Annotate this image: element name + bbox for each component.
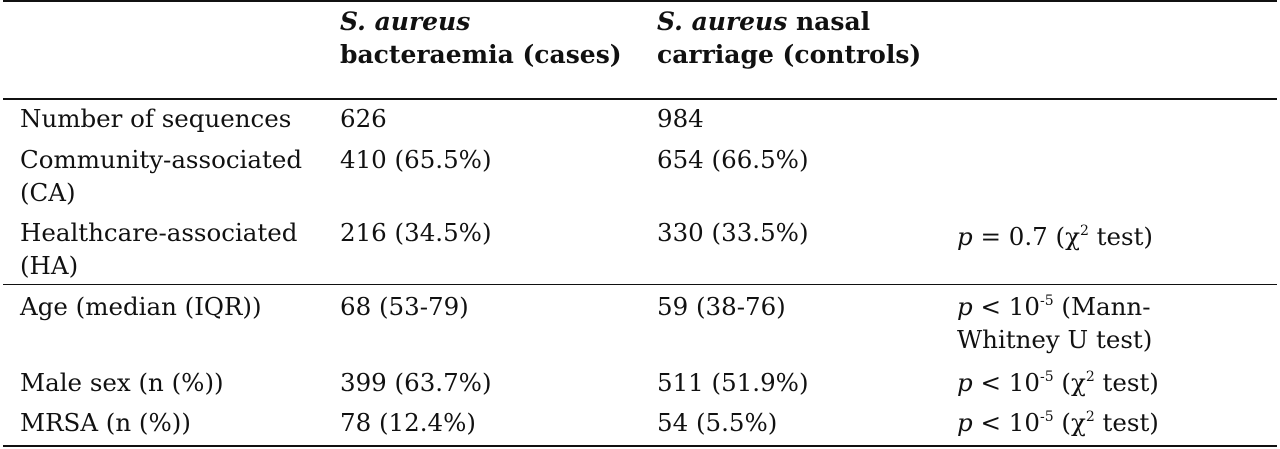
header-cases: S. aureus bacteraemia (cases) bbox=[340, 5, 622, 71]
controls-value: 59 (38-76) bbox=[657, 292, 786, 321]
cases-value: 216 (34.5%) bbox=[340, 218, 492, 247]
controls-value: 654 (66.5%) bbox=[657, 145, 809, 174]
row-label: Community-associated (CA) bbox=[20, 143, 302, 209]
row-label: Age (median (IQR)) bbox=[20, 292, 262, 321]
row-label-line2: (HA) bbox=[20, 251, 79, 280]
cases-value: 626 bbox=[340, 104, 387, 133]
controls-value: 54 (5.5%) bbox=[657, 408, 778, 437]
header-controls: S. aureus nasal carriage (controls) bbox=[657, 5, 921, 71]
controls-value: 984 bbox=[657, 104, 704, 133]
header-controls-organism: S. aureus bbox=[657, 7, 788, 36]
stat-test: p = 0.7 (χ2 test) bbox=[957, 222, 1153, 251]
stat-test-line2: Whitney U test) bbox=[957, 325, 1153, 354]
row-label-line1: Healthcare-associated bbox=[20, 218, 298, 247]
table-section-rule bbox=[3, 284, 1277, 285]
stat-test: p < 10-5 (χ2 test) bbox=[957, 368, 1159, 397]
stat-test: p < 10-5 (Mann- Whitney U test) bbox=[957, 292, 1153, 354]
cases-value: 399 (63.7%) bbox=[340, 368, 492, 397]
row-label: MRSA (n (%)) bbox=[20, 408, 191, 437]
row-label: Male sex (n (%)) bbox=[20, 368, 224, 397]
header-cases-organism: S. aureus bbox=[340, 7, 471, 36]
controls-value: 330 (33.5%) bbox=[657, 218, 809, 247]
row-label-line2: (CA) bbox=[20, 178, 76, 207]
cases-value: 78 (12.4%) bbox=[340, 408, 476, 437]
row-label: Number of sequences bbox=[20, 104, 292, 133]
stat-test: p < 10-5 (χ2 test) bbox=[957, 408, 1159, 437]
header-controls-label: nasal bbox=[796, 7, 871, 36]
table-top-rule bbox=[3, 0, 1277, 2]
row-label-line1: Community-associated bbox=[20, 145, 303, 174]
cases-value: 68 (53-79) bbox=[340, 292, 469, 321]
table-header-rule bbox=[3, 98, 1277, 100]
header-cases-label: bacteraemia (cases) bbox=[340, 40, 622, 69]
table-bottom-rule bbox=[3, 445, 1277, 447]
header-controls-label-line2: carriage (controls) bbox=[657, 40, 922, 69]
cases-value: 410 (65.5%) bbox=[340, 145, 492, 174]
controls-value: 511 (51.9%) bbox=[657, 368, 809, 397]
row-label: Healthcare-associated (HA) bbox=[20, 216, 297, 282]
